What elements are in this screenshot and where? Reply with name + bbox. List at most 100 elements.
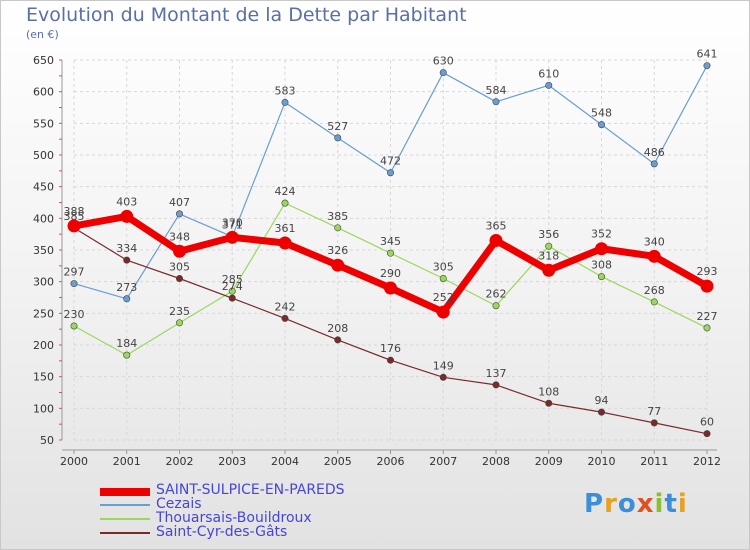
data-point [278,236,292,250]
data-point [492,381,500,389]
data-point [439,373,447,381]
x-tick-label: 2007 [429,455,457,468]
data-label: 60 [700,416,714,429]
logo-letter: i [654,489,665,519]
x-tick-label: 2010 [588,455,616,468]
data-label: 285 [222,273,243,286]
data-label: 305 [433,261,454,274]
data-label: 370 [222,216,243,229]
data-label: 318 [538,249,559,262]
data-label: 290 [380,267,401,280]
data-label: 610 [538,67,559,80]
y-tick-label: 100 [33,402,54,415]
legend-label: SAINT-SULPICE-EN-PAREDS [156,482,345,498]
series-lines [67,62,714,438]
data-label: 268 [644,284,665,297]
data-point [281,314,289,322]
legend-label: Thouarsais-Bouildroux [156,510,312,526]
data-point [70,322,78,330]
legend-swatch [100,532,150,534]
data-label: 326 [327,244,348,257]
data-label: 297 [64,266,85,279]
data-label: 472 [380,155,401,168]
x-tick-label: 2003 [218,455,246,468]
data-point [67,219,81,233]
y-tick-label: 50 [40,434,54,447]
data-label: 630 [433,55,454,68]
data-label: 385 [64,210,85,223]
data-label: 548 [591,107,612,120]
data-point [384,281,397,295]
data-point [439,274,447,282]
x-tick-label: 2000 [60,455,88,468]
logo-letter: i [677,489,688,519]
data-label: 108 [538,385,559,398]
data-point [123,256,131,264]
x-tick-label: 2006 [377,455,405,468]
data-point [545,81,553,89]
data-labels: 388 403 348 370 361 326 290 252 365 318 352 340 293 2… [64,48,718,429]
x-tick-label: 2002 [166,455,194,468]
data-point [120,209,134,223]
data-point [597,121,605,129]
data-label: 77 [647,405,661,418]
data-point [386,356,394,364]
data-point [228,287,236,295]
data-point [650,160,658,168]
data-point [228,294,236,302]
data-label: 340 [644,235,665,248]
legend-swatch [100,488,150,496]
data-label: 235 [169,305,190,318]
data-point [70,280,78,288]
x-tick-label: 2012 [693,455,721,468]
data-label: 227 [697,310,718,323]
data-label: 583 [275,84,296,97]
data-label: 385 [327,210,348,223]
data-label: 305 [169,261,190,274]
logo-letter: P [584,489,605,519]
y-tick-label: 400 [33,212,54,225]
data-label: 273 [116,281,137,294]
data-point [123,295,131,303]
data-point [647,249,661,263]
data-point [650,419,658,427]
data-label: 94 [595,394,609,407]
data-point [436,305,450,319]
data-label: 352 [591,228,612,241]
data-point [176,274,184,282]
x-tick-label: 2004 [271,455,299,468]
data-label: 388 [64,205,85,218]
legend-label: Cezais [156,496,202,512]
data-label: 242 [275,300,296,313]
data-point [176,210,184,218]
logo-letter: o [617,489,637,519]
data-label: 371 [222,219,243,232]
data-point [281,98,289,106]
data-label: 262 [486,288,507,301]
data-label: 184 [116,337,137,350]
y-tick-label: 250 [33,307,54,320]
data-point [489,234,503,247]
y-tick-label: 500 [33,149,54,162]
data-point [545,399,553,407]
data-label: 527 [327,120,348,133]
data-point [334,224,342,232]
y-tick-label: 450 [33,181,54,194]
y-tick-label: 550 [33,117,54,130]
data-label: 176 [380,342,401,355]
legend-label: Saint-Cyr-des-Gâts [156,524,288,540]
data-point [545,242,553,250]
axes: 50 100 150 200 250 300 350 400 450 500 550 600 650 20… [33,54,721,468]
data-point [386,249,394,257]
data-label: 252 [433,291,454,304]
data-point [331,258,345,272]
legend-swatch [100,504,150,506]
data-label: 424 [275,185,296,198]
data-label: 361 [275,222,296,235]
data-label: 137 [486,367,507,380]
data-point [225,230,239,244]
data-point [703,324,711,332]
data-point [334,134,342,142]
chart-title: Evolution du Montant de la Dette par Hab… [26,4,467,26]
